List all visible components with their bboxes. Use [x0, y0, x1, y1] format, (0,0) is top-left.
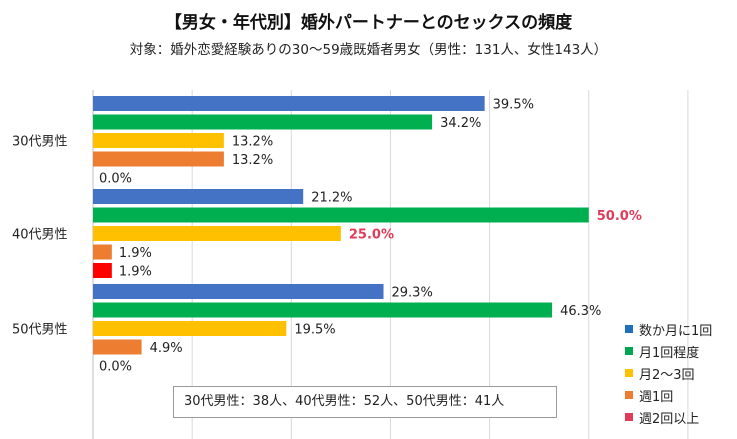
data-label: 13.2%	[232, 153, 273, 168]
chart-subtitle: 対象：婚外恋愛経験ありの30～59歳既婚者男女（男性：131人、女性143人）	[129, 42, 608, 58]
category-label: 50代男性	[12, 323, 68, 338]
bar	[93, 321, 287, 336]
legend-swatch	[625, 325, 633, 333]
data-label: 21.2%	[311, 191, 352, 206]
data-label: 34.2%	[440, 116, 481, 131]
bar	[93, 226, 341, 241]
legend-swatch	[625, 391, 633, 399]
sample-size-note: 30代男性：38人、40代男性：52人、50代男性：41人	[173, 386, 557, 418]
data-label: 29.3%	[392, 286, 433, 301]
bar	[93, 339, 142, 355]
data-label: 50.0%	[597, 209, 642, 224]
data-label: 4.9%	[150, 341, 183, 356]
bar	[93, 151, 224, 167]
bar	[93, 114, 433, 130]
data-label: 1.9%	[119, 246, 152, 261]
legend-item: 月2～3回	[625, 362, 737, 384]
chart-title: 【男女・年代別】婚外パートナーとのセックスの頻度	[164, 13, 573, 33]
bar	[93, 302, 553, 318]
legend-swatch	[625, 369, 633, 377]
data-label: 0.0%	[99, 360, 132, 375]
legend-item: 週1回	[625, 384, 737, 406]
legend-swatch	[625, 413, 633, 421]
data-label: 0.0%	[99, 172, 132, 187]
category-label: 40代男性	[12, 228, 68, 243]
bar	[93, 133, 224, 148]
data-label: 25.0%	[349, 228, 394, 243]
legend-label: 週2回以上	[639, 411, 700, 427]
data-label: 46.3%	[560, 304, 601, 319]
category-label: 30代男性	[12, 135, 68, 150]
legend-label: 週1回	[639, 389, 674, 405]
bar	[93, 263, 112, 278]
bar	[93, 207, 589, 223]
legend-label: 月1回程度	[639, 345, 700, 361]
legend-item: 数か月に1回	[625, 318, 737, 340]
bar	[93, 284, 384, 299]
bar	[93, 244, 112, 260]
data-label: 19.5%	[294, 323, 335, 338]
bar	[93, 96, 485, 111]
legend-item: 週2回以上	[625, 406, 737, 428]
legend: 数か月に1回 月1回程度 月2～3回 週1回 週2回以上	[625, 318, 737, 428]
data-label: 1.9%	[119, 265, 152, 280]
legend-label: 数か月に1回	[639, 323, 713, 339]
legend-swatch	[625, 347, 633, 355]
bar	[93, 189, 304, 204]
legend-item: 月1回程度	[625, 340, 737, 362]
data-label: 13.2%	[232, 135, 273, 150]
data-label: 39.5%	[493, 98, 534, 113]
legend-label: 月2～3回	[639, 367, 695, 383]
